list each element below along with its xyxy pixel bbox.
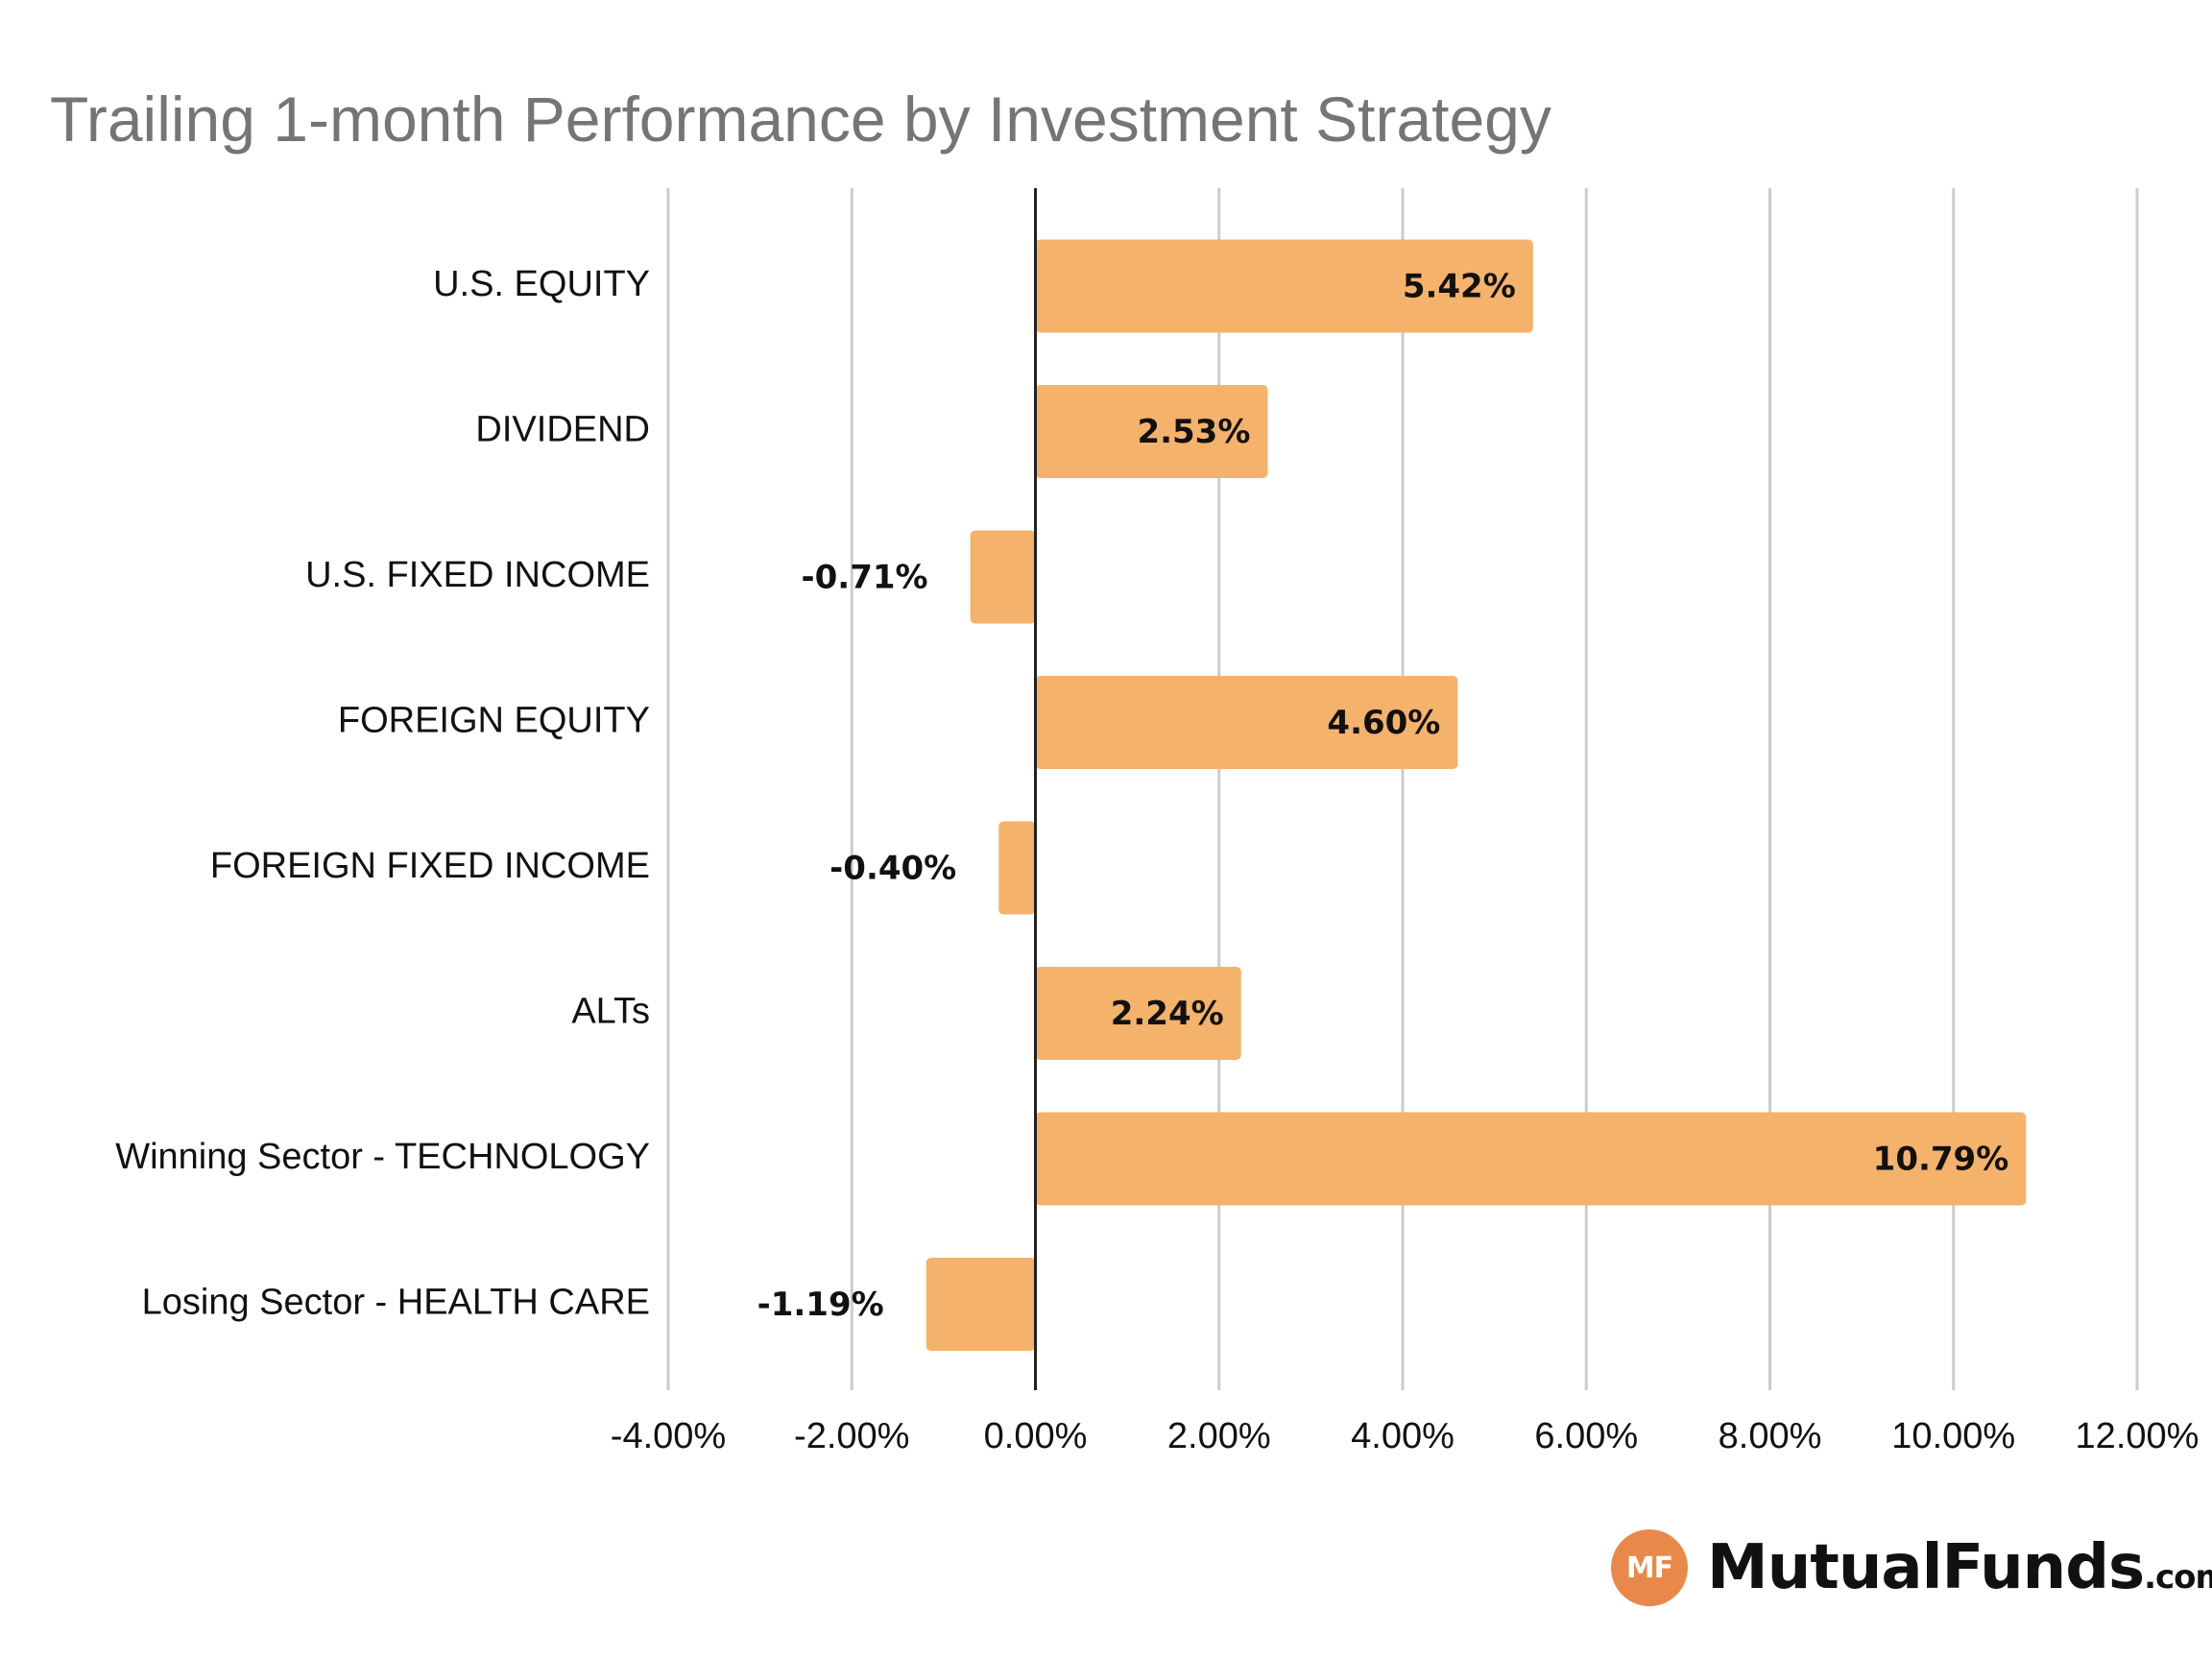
category-label: U.S. FIXED INCOME [305,555,650,595]
x-tick-label: 6.00% [1534,1416,1638,1456]
bar [1035,1112,2027,1206]
gridlines [666,188,2139,1390]
mf-badge-icon: MF [1611,1529,1688,1606]
x-tick-label: 4.00% [1351,1416,1455,1456]
data-label: 2.53% [1137,413,1250,451]
x-tick-label: 8.00% [1719,1416,1822,1456]
logo-name: MutualFunds [1707,1532,2145,1603]
data-label: 10.79% [1873,1141,2009,1179]
x-tick-label: 2.00% [1167,1416,1271,1456]
data-label: 2.24% [1111,995,1224,1033]
bar [1035,239,1533,333]
category-label: ALTs [571,992,650,1032]
bar [998,821,1036,915]
bars [926,239,2027,1351]
x-tick-label: 0.00% [984,1416,1088,1456]
x-tick-label: 10.00% [1891,1416,2015,1456]
category-label: DIVIDEND [475,410,650,450]
data-label: -0.71% [802,559,928,597]
chart-title: Trailing 1-month Performance by Investme… [50,84,1551,155]
bar [1035,676,1458,769]
data-label: 4.60% [1327,704,1440,742]
x-tick-label: -2.00% [794,1416,909,1456]
bar [970,530,1036,624]
category-labels: U.S. EQUITY DIVIDEND U.S. FIXED INCOME FORE… [115,264,650,1323]
data-label: 5.42% [1403,268,1516,306]
logo-tld: .com [2144,1558,2212,1597]
x-tick-label: -4.00% [611,1416,726,1456]
data-label: -0.40% [830,850,956,888]
bar [1035,967,1241,1060]
x-tick-label: 12.00% [2076,1416,2200,1456]
mutualfunds-logo: MF MutualFunds.com [1611,1525,2212,1611]
category-label: Losing Sector - HEALTH CARE [142,1283,650,1323]
category-label: FOREIGN EQUITY [338,701,650,741]
category-label: FOREIGN FIXED INCOME [210,846,650,886]
category-label: U.S. EQUITY [433,264,650,304]
logo-wordmark: MutualFunds.com [1707,1532,2212,1603]
category-label: Winning Sector - TECHNOLOGY [115,1137,650,1177]
data-labels: 5.42% 2.53% -0.71% 4.60% -0.40% 2.24% 10.79% -1… [757,268,2009,1325]
bar [1035,385,1268,478]
data-label: -1.19% [757,1286,884,1324]
bar [926,1258,1036,1351]
x-axis-tick-labels: -4.00% -2.00% 0.00% 2.00% 4.00% 6.00% 8.00% 10.… [611,1416,2200,1456]
